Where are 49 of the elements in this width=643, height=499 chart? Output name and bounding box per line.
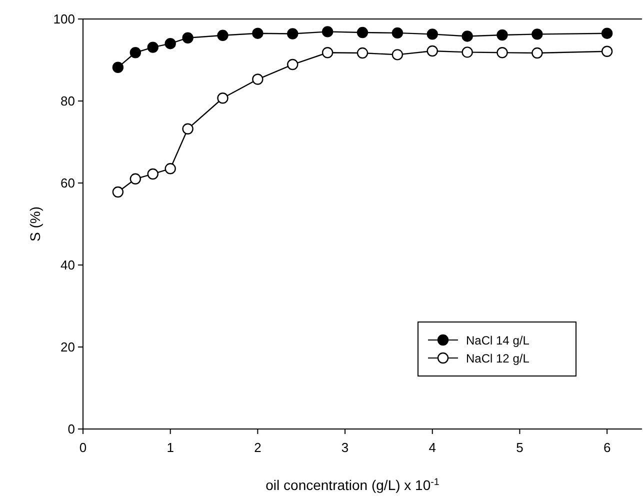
point	[252, 28, 264, 39]
point	[532, 28, 543, 40]
y-tick-label: 0	[68, 422, 75, 436]
y-tick-label: 40	[60, 258, 75, 272]
point	[601, 28, 613, 39]
point	[462, 30, 473, 42]
x-tick-label: 2	[254, 440, 262, 455]
point	[426, 28, 438, 40]
x-tick-label: 1	[166, 440, 174, 455]
x-tick-label: 4	[428, 440, 436, 455]
point	[217, 30, 228, 41]
point	[496, 29, 508, 41]
point	[182, 32, 194, 44]
point	[164, 38, 176, 50]
x-tick-label: 5	[516, 440, 524, 455]
point	[601, 46, 613, 57]
point	[287, 58, 298, 70]
point	[147, 42, 158, 53]
point	[496, 47, 508, 58]
point	[356, 47, 368, 59]
legend-label: NaCl 12 g/L	[466, 352, 530, 366]
point	[182, 123, 194, 134]
y-axis-title: S (%)	[27, 206, 43, 242]
y-tick-label: 60	[60, 176, 75, 190]
point	[392, 27, 404, 39]
point	[287, 28, 298, 40]
point	[164, 163, 176, 174]
point	[426, 45, 438, 57]
x-tick-label: 0	[79, 440, 87, 455]
legend-label: NaCl 14 g/L	[466, 334, 530, 348]
point	[112, 62, 124, 73]
point	[112, 186, 124, 198]
point	[322, 47, 334, 58]
point	[322, 26, 334, 38]
point	[252, 74, 264, 85]
point	[532, 47, 543, 59]
point	[147, 168, 158, 180]
point	[462, 46, 473, 58]
point	[217, 92, 228, 104]
y-tick-label: 20	[60, 340, 75, 354]
x-tick-label: 3	[341, 440, 349, 455]
y-tick-label: 80	[60, 94, 75, 108]
x-axis-title: oil concentration (g/L) x 10$^{-1}$	[266, 476, 440, 493]
point	[130, 47, 142, 58]
x-tick-label: 6	[603, 440, 611, 455]
point	[356, 26, 368, 38]
point	[130, 173, 142, 184]
y-tick-label: 100	[53, 12, 75, 26]
point	[392, 49, 404, 60]
